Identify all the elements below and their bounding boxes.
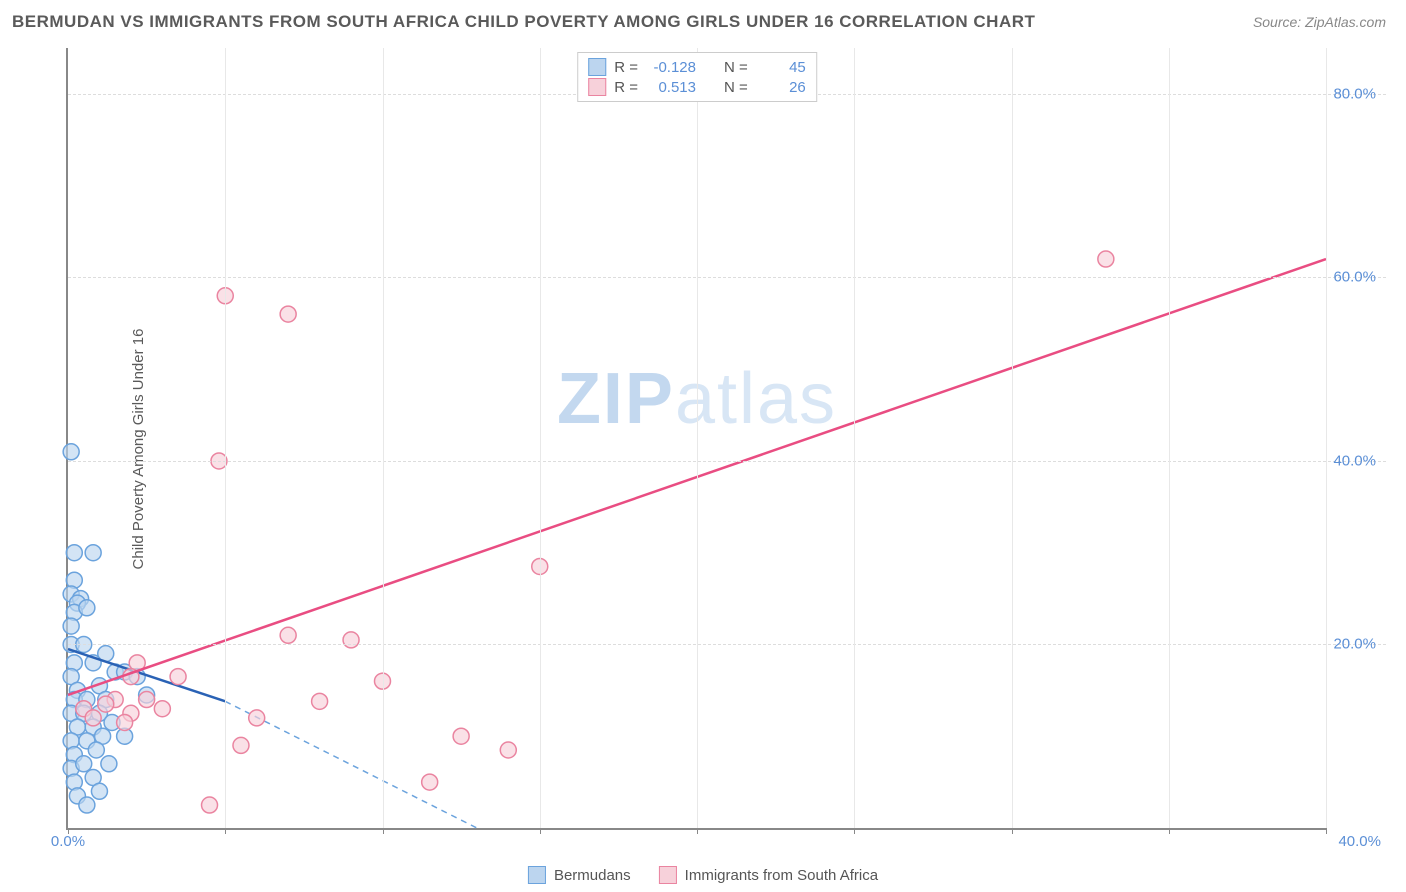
scatter-point xyxy=(139,692,155,708)
y-tick-label: 60.0% xyxy=(1333,269,1376,286)
scatter-point xyxy=(79,797,95,813)
scatter-point xyxy=(63,444,79,460)
gridline-v xyxy=(854,48,855,828)
gridline-v xyxy=(540,48,541,828)
legend-r-value: 0.513 xyxy=(646,79,696,96)
gridline-h xyxy=(68,644,1386,645)
legend-r-label: R = xyxy=(614,59,638,76)
legend-series-item: Bermudans xyxy=(528,866,631,884)
scatter-point xyxy=(249,710,265,726)
gridline-v xyxy=(697,48,698,828)
scatter-point xyxy=(500,742,516,758)
y-tick-label: 40.0% xyxy=(1333,452,1376,469)
legend-n-label: N = xyxy=(724,79,748,96)
gridline-v xyxy=(1012,48,1013,828)
scatter-point xyxy=(280,306,296,322)
scatter-point xyxy=(154,701,170,717)
scatter-point xyxy=(170,669,186,685)
x-tick xyxy=(854,828,855,834)
gridline-h xyxy=(68,277,1386,278)
legend-swatch xyxy=(588,78,606,96)
scatter-point xyxy=(76,756,92,772)
gridline-v xyxy=(1169,48,1170,828)
gridline-h xyxy=(68,461,1386,462)
scatter-point xyxy=(85,710,101,726)
legend-series: Bermudans Immigrants from South Africa xyxy=(528,866,878,884)
scatter-point xyxy=(101,756,117,772)
x-tick xyxy=(540,828,541,834)
scatter-point xyxy=(453,728,469,744)
x-tick-label: 0.0% xyxy=(51,833,85,850)
scatter-point xyxy=(63,618,79,634)
scatter-point xyxy=(280,627,296,643)
scatter-point xyxy=(1098,251,1114,267)
legend-n-value: 26 xyxy=(756,79,806,96)
legend-stats-row: R = 0.513 N = 26 xyxy=(588,77,806,97)
legend-series-label: Immigrants from South Africa xyxy=(685,867,878,884)
scatter-point xyxy=(117,714,133,730)
legend-swatch xyxy=(588,58,606,76)
y-tick-label: 80.0% xyxy=(1333,85,1376,102)
chart-container: Child Poverty Among Girls Under 16 ZIPat… xyxy=(48,48,1386,850)
scatter-point xyxy=(88,742,104,758)
legend-series-item: Immigrants from South Africa xyxy=(659,866,878,884)
scatter-point xyxy=(79,600,95,616)
source-label: Source: ZipAtlas.com xyxy=(1253,14,1386,30)
legend-n-value: 45 xyxy=(756,59,806,76)
plot-area: ZIPatlas R =-0.128N =45R =0.513N =26 20.… xyxy=(66,48,1326,830)
scatter-point xyxy=(85,545,101,561)
x-tick-label: 40.0% xyxy=(1338,833,1381,850)
scatter-point xyxy=(233,737,249,753)
x-tick xyxy=(383,828,384,834)
legend-stats: R = -0.128 N = 45 R = 0.513 N = 26 xyxy=(577,52,817,102)
legend-swatch xyxy=(659,866,677,884)
scatter-point xyxy=(91,783,107,799)
legend-n-label: N = xyxy=(724,59,748,76)
scatter-point xyxy=(202,797,218,813)
x-tick xyxy=(697,828,698,834)
legend-r-label: R = xyxy=(614,79,638,96)
legend-r-value: -0.128 xyxy=(646,59,696,76)
y-tick-label: 20.0% xyxy=(1333,636,1376,653)
scatter-point xyxy=(343,632,359,648)
scatter-point xyxy=(312,693,328,709)
gridline-v xyxy=(383,48,384,828)
chart-title: BERMUDAN VS IMMIGRANTS FROM SOUTH AFRICA… xyxy=(12,12,1035,32)
scatter-point xyxy=(422,774,438,790)
gridline-v xyxy=(225,48,226,828)
legend-series-label: Bermudans xyxy=(554,867,631,884)
x-tick xyxy=(1012,828,1013,834)
scatter-point xyxy=(98,696,114,712)
x-tick xyxy=(1326,828,1327,834)
scatter-point xyxy=(66,545,82,561)
x-tick xyxy=(1169,828,1170,834)
legend-stats-row: R = -0.128 N = 45 xyxy=(588,57,806,77)
legend-swatch xyxy=(528,866,546,884)
gridline-v xyxy=(1326,48,1327,828)
x-tick xyxy=(225,828,226,834)
